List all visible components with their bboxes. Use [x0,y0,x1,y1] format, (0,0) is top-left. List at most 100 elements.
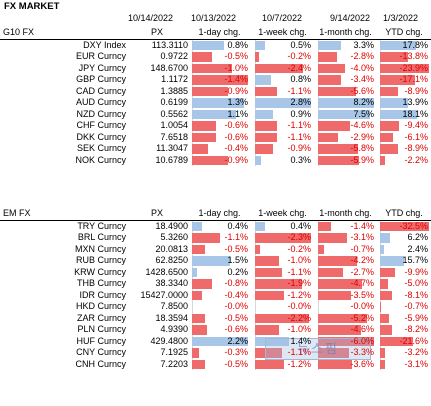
positive-bar [191,98,245,108]
negative-bar [317,336,375,346]
change-cell: -2.2% [377,154,431,166]
ticker-cell: AUD Curncy [75,97,126,108]
change-cell: -0.6% [188,131,251,143]
table-row: RUB Curncy 62.8250 1.5% -1.0% -4.2% 15.7% [0,255,431,267]
section-name: EM FX [0,208,126,221]
change-cell: -0.7% [377,301,431,313]
table-row: HKD Curncy 7.8500 -0.0% -0.0% -0.0% -0.7% [0,301,431,313]
change-value: 1.5% [227,255,248,266]
change-cell: -0.0% [314,301,377,313]
table-row: EUR Curncy 0.9722 -0.5% -0.2% -2.8% -13.8% [0,51,431,63]
change-value: -0.6% [224,131,248,142]
change-cell: -3.4% [314,74,377,86]
section-header-row: EM FX PX 1-day chg. 1-week chg. 1-month chg.… [0,208,431,221]
negative-bar [254,279,302,289]
positive-bar [317,40,341,50]
negative-bar [380,290,393,300]
ticker-cell: CHF Curncy [76,120,126,131]
change-value: 0.4% [290,220,311,231]
positive-bar [191,221,203,231]
change-value: -5.9% [404,312,428,323]
change-cell: -0.2% [251,243,314,255]
change-value: -0.6% [224,120,248,131]
negative-bar [317,155,359,165]
change-value: -2.3% [287,232,311,243]
change-value: -1.2% [287,289,311,300]
negative-bar [317,359,352,369]
negative-bar [380,144,399,154]
change-value: 6.2% [407,232,428,243]
change-value: 1.4% [290,335,311,346]
negative-bar [380,121,400,131]
negative-bar [380,359,385,369]
column-header: YTD chg. [377,208,431,221]
table-row: DXY Index 113.3110 0.8% 0.5% 3.3% 17.8% [0,39,431,51]
price-cell: 1.1172 [161,74,188,85]
table-row: AUD Curncy 0.6199 1.3% 2.8% 8.2% 13.9% [0,97,431,109]
ticker-cell: EUR Curncy [75,51,126,62]
change-value: -2.4% [287,62,311,73]
ticker-cell: TRY Curncy [77,220,126,231]
change-cell: -8.2% [377,324,431,336]
change-cell: -1.9% [251,278,314,290]
change-cell: -0.6% [188,324,251,336]
negative-bar [317,75,342,85]
negative-bar [191,52,213,62]
change-value: -3.3% [350,347,374,358]
change-value: -0.0% [350,301,374,312]
change-value: -4.0% [350,62,374,73]
table-row: THB Curncy 38.3340 -0.8% -1.9% -4.7% -5.0% [0,278,431,290]
change-cell: -5.6% [314,85,377,97]
positive-bar [254,336,290,346]
negative-bar [254,256,280,266]
positive-bar [191,267,197,277]
change-value: -1.0% [224,62,248,73]
negative-bar [380,221,429,231]
change-cell: -0.5% [188,243,251,255]
change-cell: 1.3% [188,97,251,109]
negative-bar [317,244,325,254]
change-cell: -2.8% [314,51,377,63]
change-cell: -4.6% [314,324,377,336]
change-cell: -0.9% [188,154,251,166]
change-cell: 1.1% [188,108,251,120]
negative-bar [191,313,205,323]
ticker-cell: SEK Curncy [76,143,126,154]
change-cell: -1.1% [251,131,314,143]
negative-bar [317,290,351,300]
negative-bar [254,86,278,96]
change-cell: -1.0% [251,324,314,336]
price-cell: 1.3885 [160,85,188,96]
negative-bar [191,233,221,243]
change-cell: -0.3% [188,347,251,359]
change-cell: -9.9% [377,266,431,278]
change-value: -1.1% [287,85,311,96]
negative-bar [191,86,229,96]
change-cell: 17.8% [377,39,431,51]
table-row: HUF Curncy 429.4800 2.2% 1.4% -6.0% -21.6% [0,335,431,347]
change-value: 0.3% [290,154,311,165]
change-value: -0.3% [224,347,248,358]
negative-bar [317,132,338,142]
price-cell: 0.6199 [160,97,188,108]
change-value: -0.7% [350,243,374,254]
negative-bar [254,267,282,277]
change-value: -1.1% [224,232,248,243]
change-value: -2.9% [350,131,374,142]
change-value: -6.0% [350,335,374,346]
column-header: 1-day chg. [188,208,251,221]
change-cell: -1.0% [251,255,314,267]
change-cell: -1.1% [251,85,314,97]
negative-bar [254,244,260,254]
change-cell: -1.1% [251,347,314,359]
change-cell: -3.3% [314,347,377,359]
change-cell: -17.1% [377,74,431,86]
change-value: -1.0% [287,324,311,335]
change-cell: -0.4% [188,143,251,155]
change-cell: -1.2% [251,289,314,301]
negative-bar [317,256,358,266]
ticker-cell: HUF Curncy [76,335,126,346]
change-cell: 18.1% [377,108,431,120]
negative-bar [380,313,390,323]
change-cell: -5.2% [314,312,377,324]
